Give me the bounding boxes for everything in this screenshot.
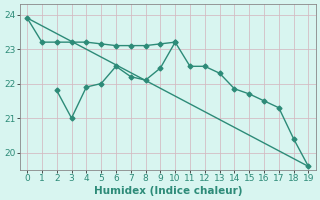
X-axis label: Humidex (Indice chaleur): Humidex (Indice chaleur): [93, 186, 242, 196]
